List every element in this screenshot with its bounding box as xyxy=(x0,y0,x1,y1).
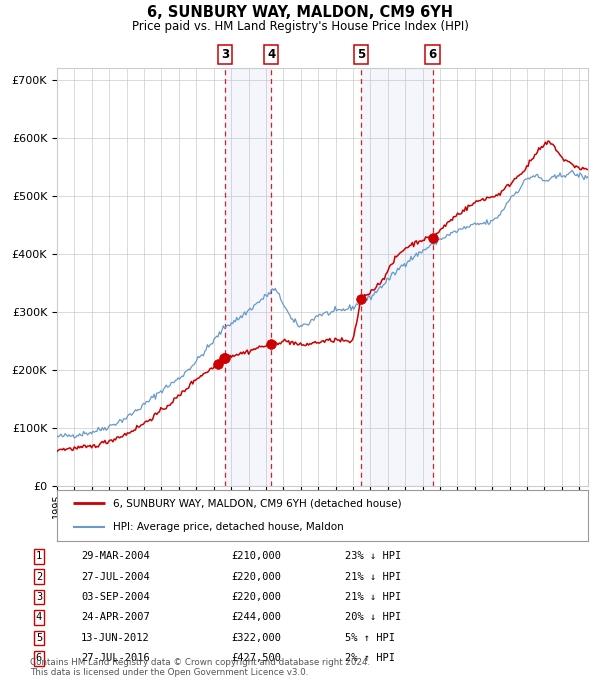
Text: 03-SEP-2004: 03-SEP-2004 xyxy=(81,592,150,602)
Text: Contains HM Land Registry data © Crown copyright and database right 2024.
This d: Contains HM Land Registry data © Crown c… xyxy=(30,658,370,677)
Text: 5: 5 xyxy=(356,48,365,61)
Text: HPI: Average price, detached house, Maldon: HPI: Average price, detached house, Mald… xyxy=(113,522,344,532)
Text: 29-MAR-2004: 29-MAR-2004 xyxy=(81,551,150,561)
Text: 24-APR-2007: 24-APR-2007 xyxy=(81,613,150,622)
Text: 6: 6 xyxy=(36,653,42,663)
Text: 5% ↑ HPI: 5% ↑ HPI xyxy=(345,633,395,643)
Bar xyxy=(361,68,433,486)
Text: 6: 6 xyxy=(428,48,437,61)
Text: 27-JUL-2004: 27-JUL-2004 xyxy=(81,572,150,581)
Text: 6, SUNBURY WAY, MALDON, CM9 6YH: 6, SUNBURY WAY, MALDON, CM9 6YH xyxy=(147,5,453,20)
Text: 2: 2 xyxy=(36,572,42,581)
Text: £427,500: £427,500 xyxy=(231,653,281,663)
Text: Price paid vs. HM Land Registry's House Price Index (HPI): Price paid vs. HM Land Registry's House … xyxy=(131,20,469,33)
Text: 23% ↓ HPI: 23% ↓ HPI xyxy=(345,551,401,561)
Text: £244,000: £244,000 xyxy=(231,613,281,622)
Text: 21% ↓ HPI: 21% ↓ HPI xyxy=(345,592,401,602)
Text: £210,000: £210,000 xyxy=(231,551,281,561)
Text: 20% ↓ HPI: 20% ↓ HPI xyxy=(345,613,401,622)
Text: 6, SUNBURY WAY, MALDON, CM9 6YH (detached house): 6, SUNBURY WAY, MALDON, CM9 6YH (detache… xyxy=(113,498,401,509)
Text: 13-JUN-2012: 13-JUN-2012 xyxy=(81,633,150,643)
Text: 3: 3 xyxy=(221,48,229,61)
Text: 3: 3 xyxy=(36,592,42,602)
Bar xyxy=(226,68,271,486)
Text: £322,000: £322,000 xyxy=(231,633,281,643)
Text: 27-JUL-2016: 27-JUL-2016 xyxy=(81,653,150,663)
Text: £220,000: £220,000 xyxy=(231,592,281,602)
Text: 4: 4 xyxy=(267,48,275,61)
Text: 21% ↓ HPI: 21% ↓ HPI xyxy=(345,572,401,581)
Text: £220,000: £220,000 xyxy=(231,572,281,581)
Text: 2% ↑ HPI: 2% ↑ HPI xyxy=(345,653,395,663)
Text: 4: 4 xyxy=(36,613,42,622)
Text: 5: 5 xyxy=(36,633,42,643)
Text: 1: 1 xyxy=(36,551,42,561)
